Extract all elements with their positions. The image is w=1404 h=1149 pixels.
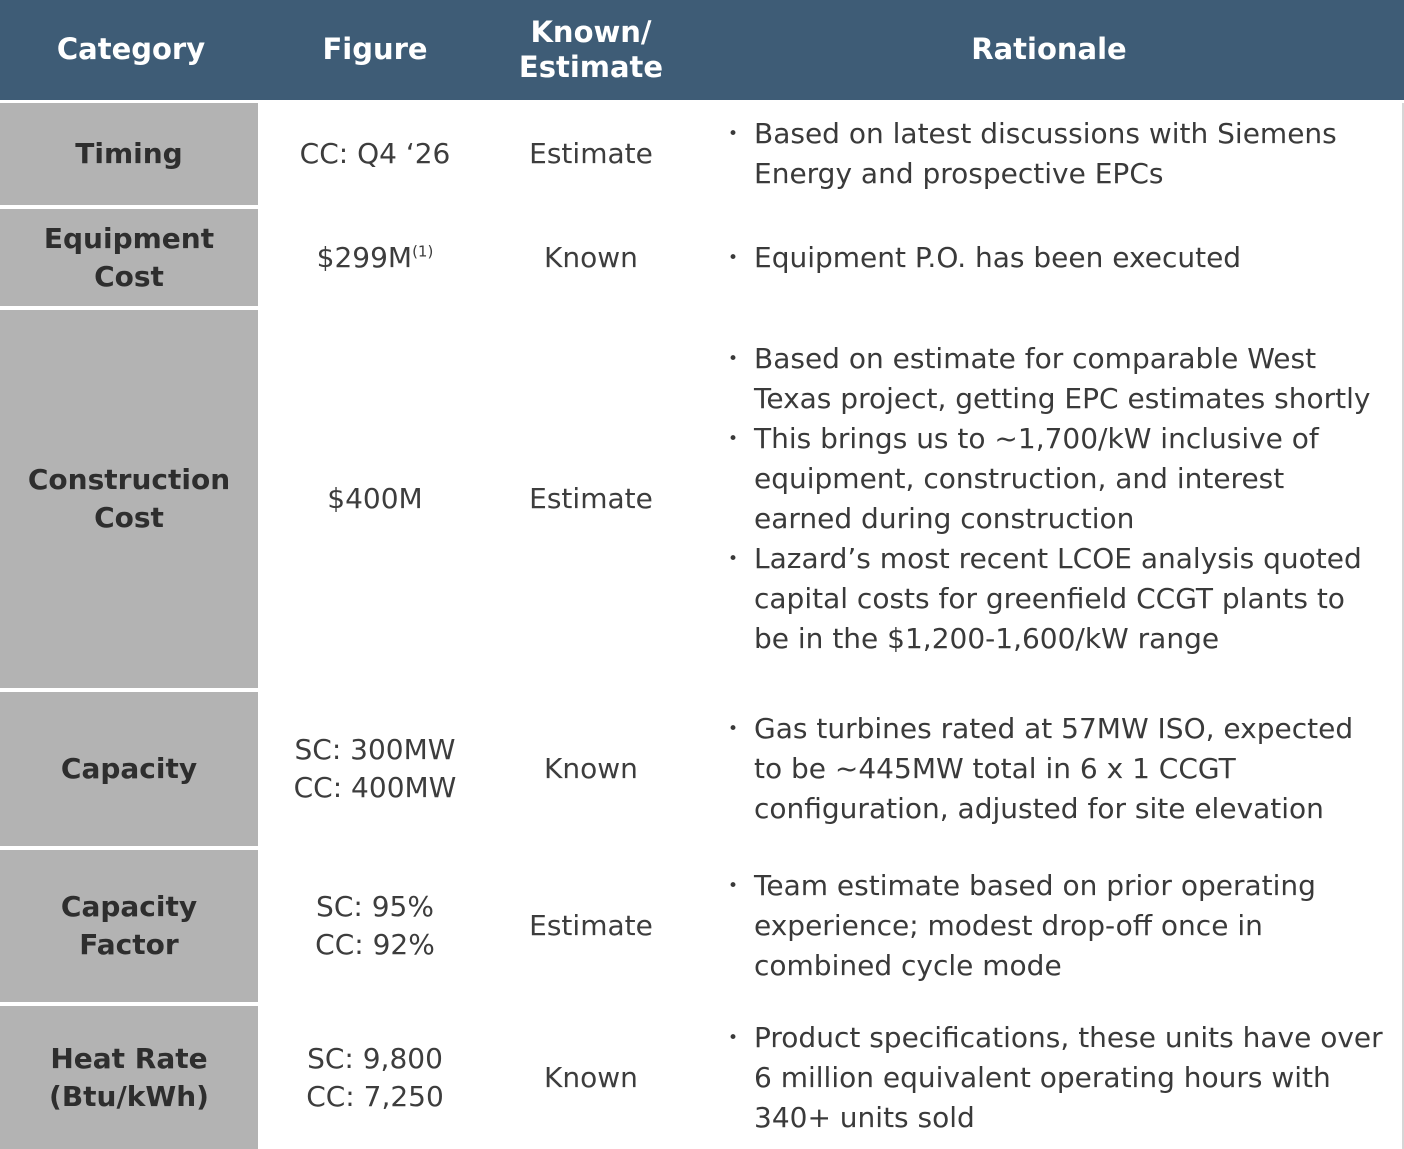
bullet-text: Based on estimate for comparable West Te… (754, 342, 1371, 415)
figure-line: CC: Q4 ‘26 (299, 137, 451, 171)
bullet-icon: • (728, 719, 739, 739)
bullet-icon: • (728, 549, 739, 569)
figure-cell: SC: 9,800 CC: 7,250 (262, 1006, 488, 1149)
table-row-equipment-cost: Equipment Cost $299M(1) Known • Equipment… (0, 209, 1402, 306)
table-row-timing: Timing CC: Q4 ‘26 Estimate • Based on lat… (0, 103, 1402, 205)
table-body: Timing CC: Q4 ‘26 Estimate • Based on lat… (0, 103, 1404, 1149)
rationale-bullet: • Equipment P.O. has been executed (728, 238, 1388, 278)
known-estimate-cell: Known (544, 752, 638, 786)
bullet-text: Lazard’s most recent LCOE analysis quote… (754, 542, 1362, 655)
header-rationale: Rationale (971, 32, 1127, 67)
table-row-capacity: Capacity SC: 300MW CC: 400MW Known • Gas … (0, 692, 1402, 846)
rationale-cell: • Based on latest discussions with Siemen… (694, 103, 1402, 205)
category-cell: Equipment Cost (0, 209, 262, 306)
known-estimate-cell: Estimate (529, 482, 653, 516)
known-estimate-cell: Known (544, 1060, 638, 1094)
bullet-text: This brings us to ~1,700/kW inclusive of… (754, 422, 1319, 535)
figure-line: CC: 92% (315, 928, 435, 961)
rationale-bullet: • Product specifications, these units hav… (728, 1018, 1388, 1138)
header-category: Category (56, 32, 206, 67)
bullet-icon: • (728, 429, 739, 449)
header-known-line1: Known/ (530, 14, 652, 49)
rationale-cell: • Equipment P.O. has been executed (694, 209, 1402, 306)
bullet-text: Gas turbines rated at 57MW ISO, expected… (754, 712, 1354, 825)
known-estimate-cell: Known (544, 240, 638, 274)
table-row-construction-cost: Construction Cost $400M Estimate • Based … (0, 310, 1402, 688)
rationale-bullet: • Based on latest discussions with Siemen… (728, 114, 1388, 194)
category-cell: Capacity Factor (0, 850, 262, 1002)
figure-line: $400M (327, 482, 423, 516)
known-estimate-cell: Estimate (529, 137, 653, 171)
figure-line: SC: 9,800 (307, 1041, 443, 1075)
figure-cell: SC: 300MW CC: 400MW (262, 692, 488, 846)
rationale-bullet: • This brings us to ~1,700/kW inclusive o… (728, 419, 1388, 539)
figure-line: CC: 7,250 (306, 1079, 444, 1113)
bullet-text: Based on latest discussions with Siemens… (754, 117, 1337, 190)
category-cell: Heat Rate (Btu/kWh) (0, 1006, 262, 1149)
category-cell: Capacity (0, 692, 262, 846)
rationale-cell: • Product specifications, these units hav… (694, 1006, 1402, 1149)
category-cell: Timing (0, 103, 262, 205)
rationale-bullet: • Based on estimate for comparable West T… (728, 339, 1388, 419)
known-estimate-cell: Estimate (529, 909, 653, 943)
figure-cell: CC: Q4 ‘26 (262, 103, 488, 205)
figure-line: CC: 400MW (293, 771, 457, 804)
figure-cell: $400M (262, 310, 488, 688)
rationale-cell: • Team estimate based on prior operating … (694, 850, 1402, 1002)
rationale-bullet: • Team estimate based on prior operating … (728, 866, 1388, 986)
figure-line: SC: 300MW (294, 733, 456, 767)
bullet-icon: • (728, 1027, 739, 1048)
header-figure: Figure (322, 32, 428, 67)
bullet-icon: • (728, 876, 739, 896)
table-row-capacity-factor: Capacity Factor SC: 95% CC: 92% Estimate… (0, 850, 1402, 1002)
bullet-text: Equipment P.O. has been executed (754, 240, 1242, 274)
figure-cell: $299M(1) (262, 209, 488, 306)
figure-line: SC: 95% (316, 890, 434, 924)
header-known-line2: Estimate (518, 50, 664, 84)
figure-cell: SC: 95% CC: 92% (262, 850, 488, 1002)
header-known-estimate: Known/ Estimate (488, 15, 694, 86)
category-cell: Construction Cost (0, 310, 262, 688)
rationale-bullet: • Lazard’s most recent LCOE analysis quot… (728, 539, 1388, 659)
bullet-icon: • (728, 247, 739, 268)
rationale-cell: • Gas turbines rated at 57MW ISO, expecte… (694, 692, 1402, 846)
table-header-row: Category Figure Known/ Estimate Rational… (0, 0, 1404, 100)
rationale-cell: • Based on estimate for comparable West T… (694, 310, 1402, 688)
bullet-icon: • (728, 349, 739, 369)
footnote-marker: (1) (412, 242, 434, 261)
figure-line: $299M(1) (316, 240, 434, 274)
bullet-text: Product specifications, these units have… (754, 1020, 1383, 1134)
table-row-heat-rate: Heat Rate (Btu/kWh) SC: 9,800 CC: 7,250 … (0, 1006, 1402, 1149)
bullet-icon: • (728, 124, 739, 144)
rationale-bullet: • Gas turbines rated at 57MW ISO, expecte… (728, 709, 1388, 829)
bullet-text: Team estimate based on prior operating e… (754, 869, 1316, 982)
